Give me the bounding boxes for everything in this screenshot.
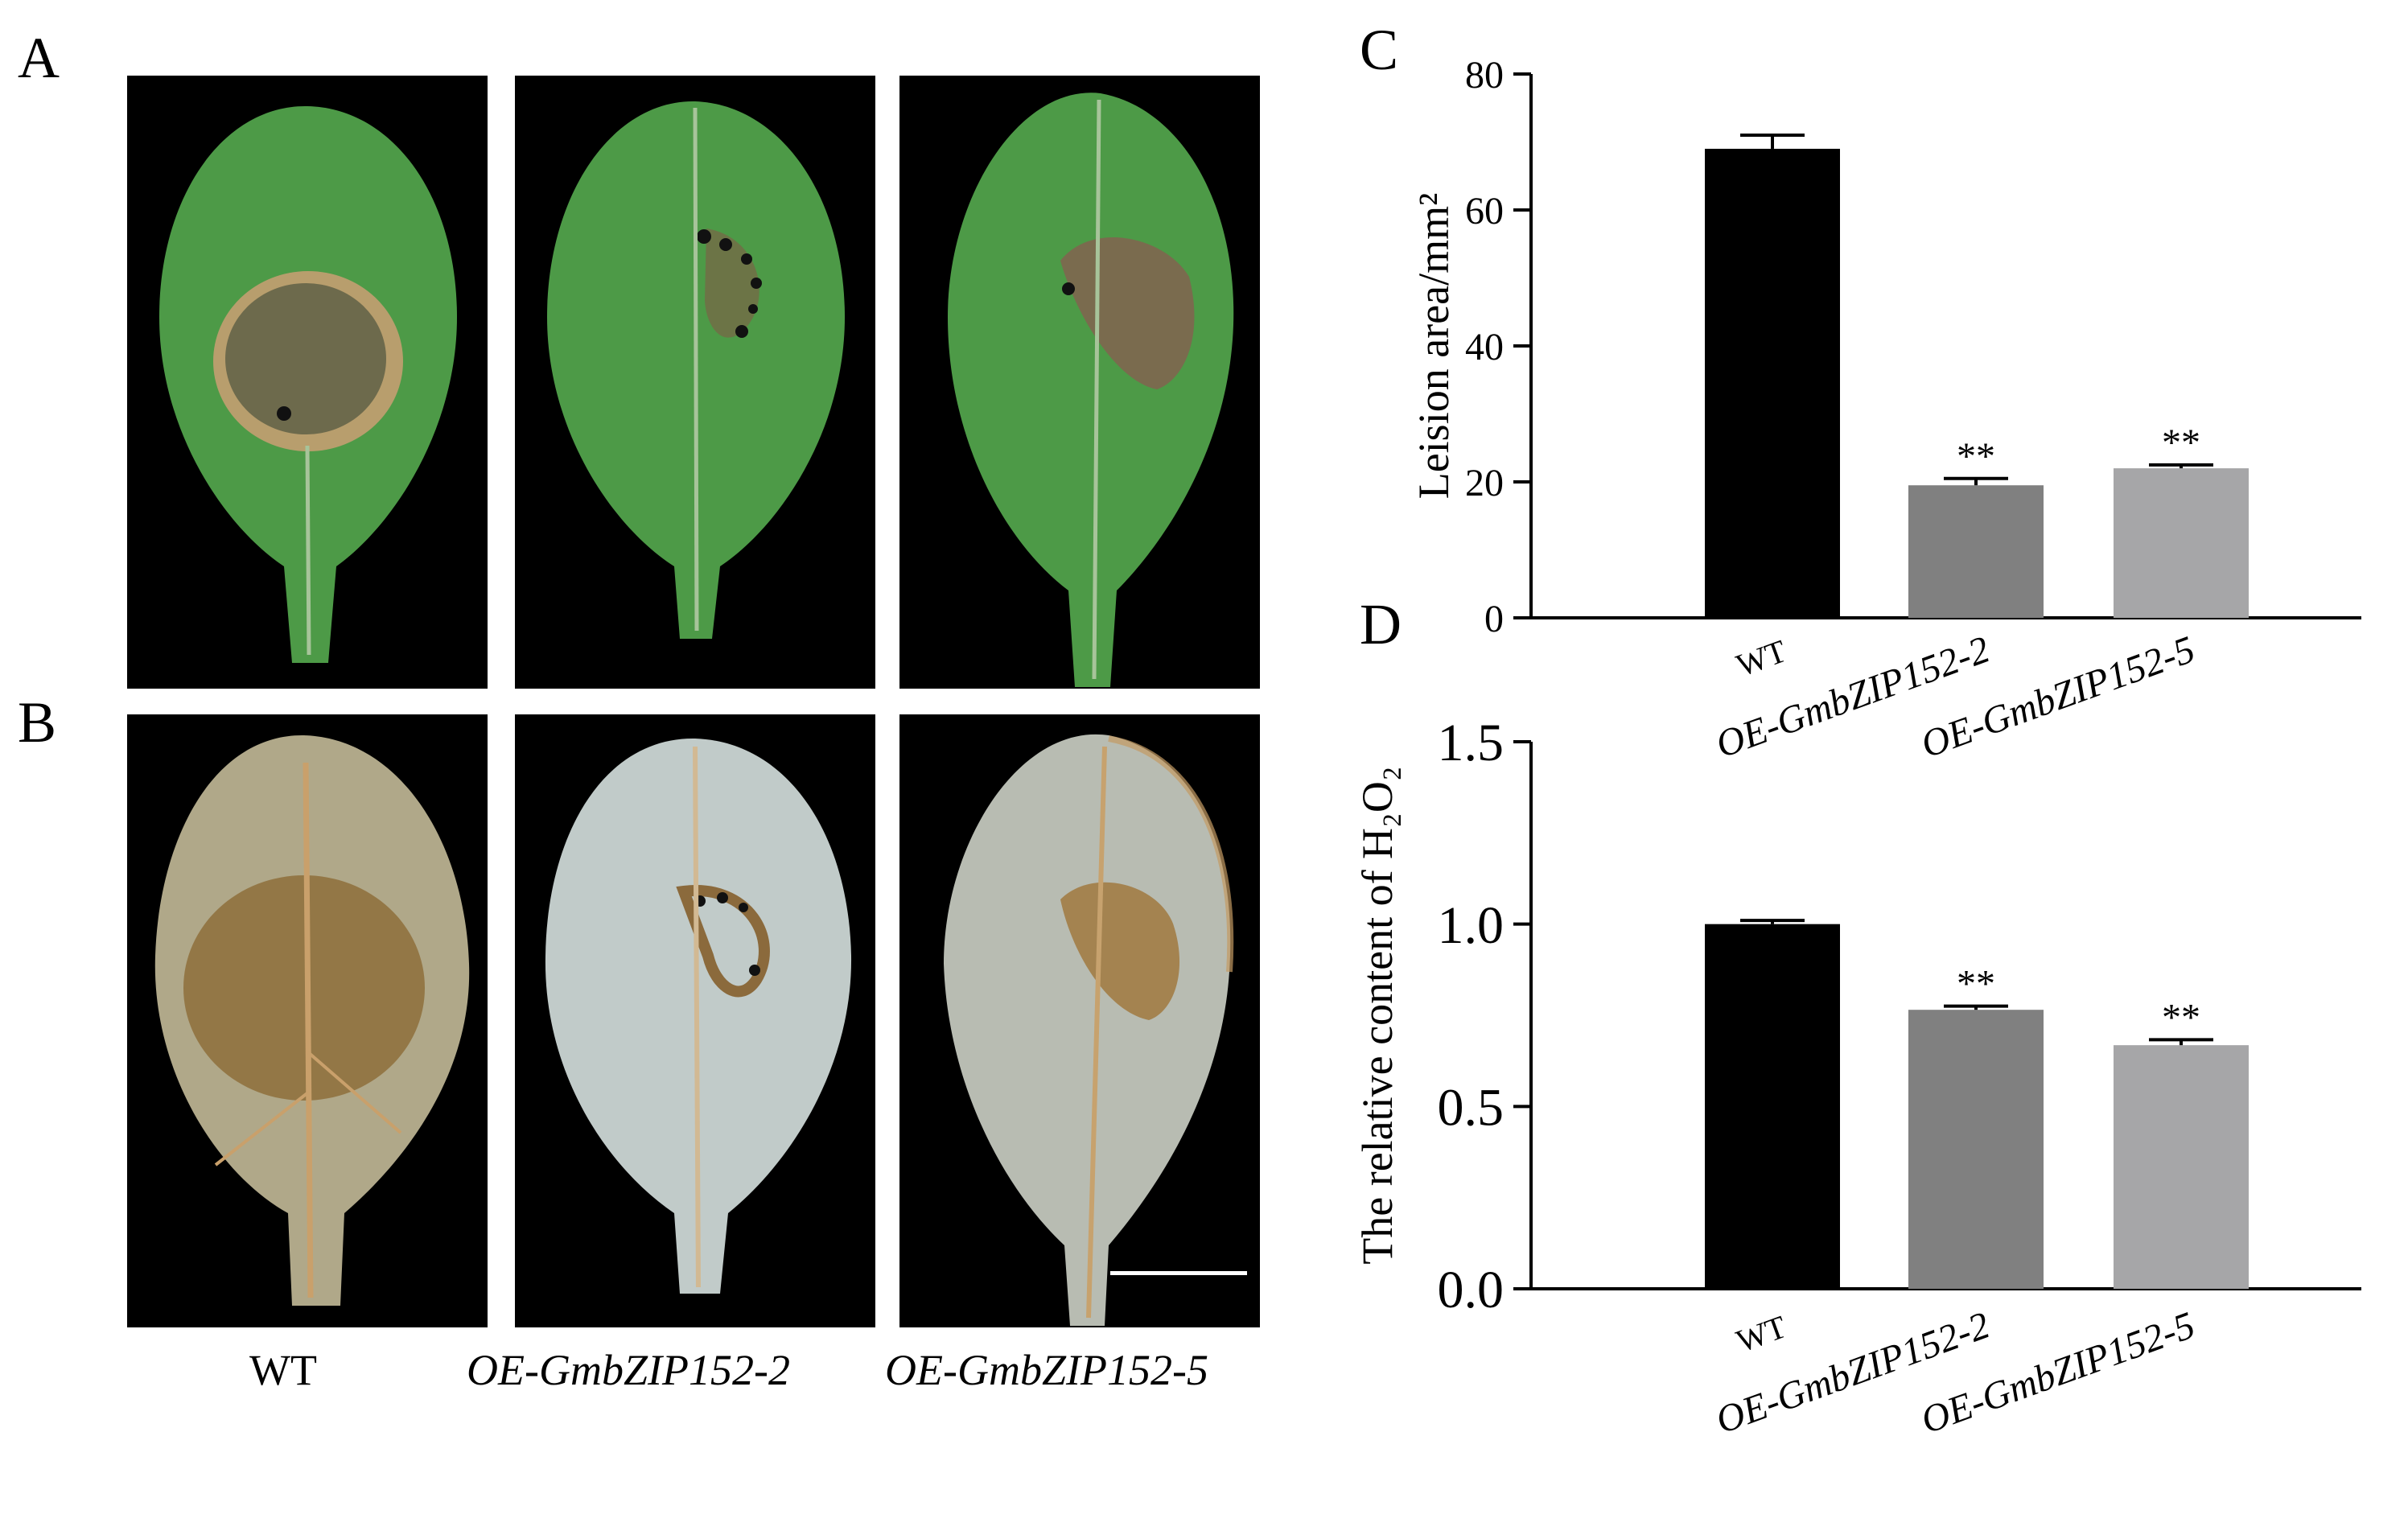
bar-c-0 (1705, 148, 1840, 618)
chart-d-h2o2-content: D 0.0 0.5 1.0 1.5 The relative content of H₂O… (1353, 592, 2361, 1442)
scale-bar (1110, 1271, 1247, 1275)
panel-label-c: C (1360, 18, 1398, 82)
caption-wt: WT (249, 1346, 317, 1394)
bar-c-1 (1908, 485, 2044, 618)
bar-d-2 (2114, 1045, 2249, 1289)
leaf-photo-oe2-infected (515, 76, 875, 689)
leaf-photo-oe2-stained (515, 714, 875, 1327)
panel-label-b: B (18, 690, 57, 755)
significance-d: ** (2162, 996, 2200, 1039)
y-tick-label-d: 0.0 (1438, 1261, 1504, 1319)
y-tick-label-d: 0.5 (1438, 1078, 1504, 1137)
y-axis-label-c: Leision area/mm² (1410, 193, 1458, 500)
y-tick-label-c: 40 (1465, 326, 1504, 368)
y-axis-label-d: The relative content of H₂O₂ (1353, 766, 1402, 1264)
caption-oe2: OE-GmbZIP152-2 (467, 1346, 790, 1394)
panel-label-a: A (18, 26, 60, 90)
leaf-photo-oe5-infected (899, 76, 1260, 689)
significance-c: ** (2162, 422, 2200, 464)
y-tick-label-d: 1.0 (1438, 896, 1504, 955)
category-label-d: WT (1731, 1308, 1791, 1360)
category-label-c: WT (1731, 632, 1791, 684)
panel-label-d: D (1360, 592, 1402, 656)
bar-d-0 (1705, 924, 1840, 1289)
y-tick-label-c: 80 (1465, 54, 1504, 97)
y-tick-label-d: 1.5 (1438, 714, 1504, 772)
bar-c-2 (2114, 468, 2249, 618)
caption-oe5: OE-GmbZIP152-5 (885, 1346, 1208, 1394)
y-tick-label-c: 20 (1465, 462, 1504, 504)
leaf-photo-oe5-stained (899, 714, 1260, 1327)
y-tick-label-c: 0 (1484, 598, 1504, 640)
leaf-photo-wt-infected (127, 76, 488, 689)
significance-d: ** (1957, 963, 1995, 1006)
y-tick-label-c: 60 (1465, 190, 1504, 232)
bar-d-1 (1908, 1010, 2044, 1289)
significance-c: ** (1957, 435, 1995, 478)
leaf-photo-wt-stained (127, 714, 488, 1327)
